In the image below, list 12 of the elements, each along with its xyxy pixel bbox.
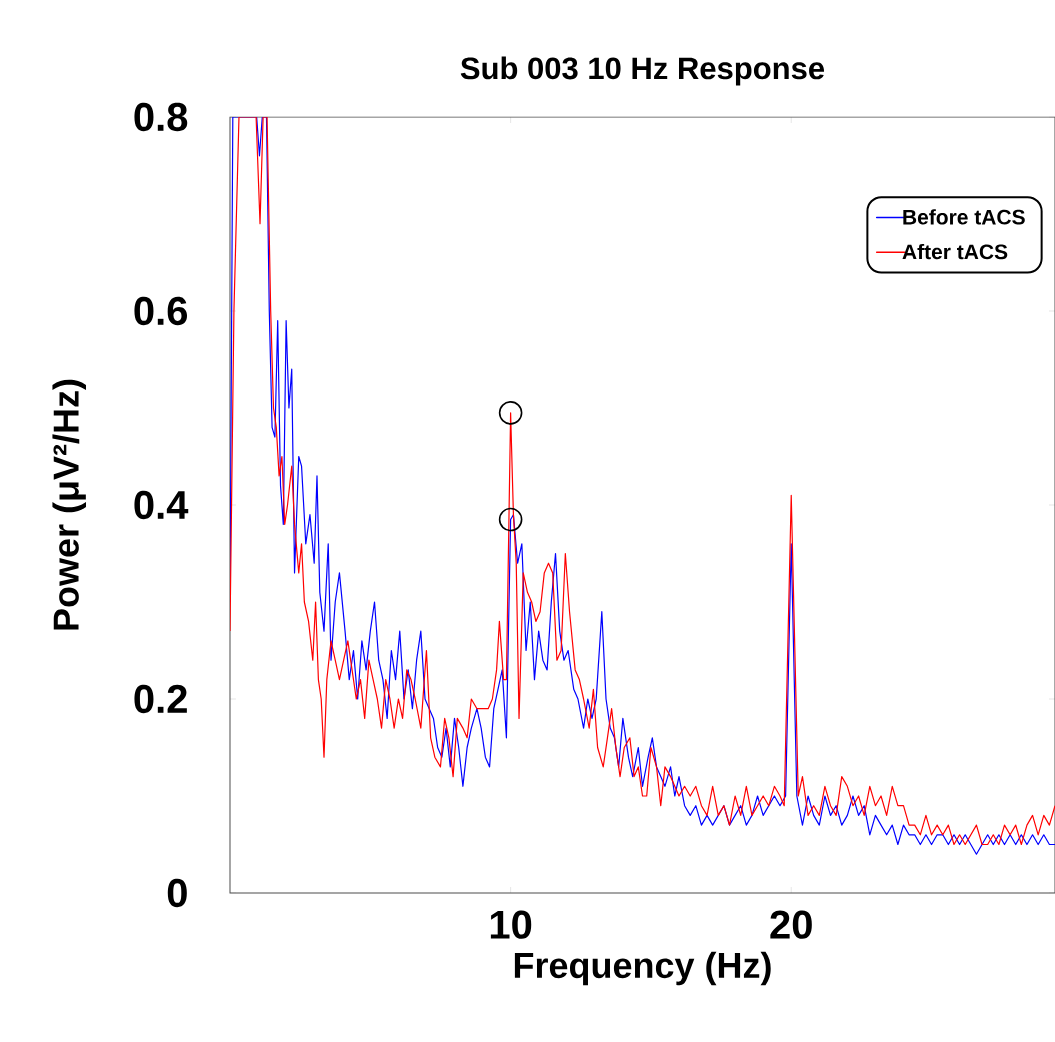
- y-axis-title: Power (μV²/Hz): [52, 379, 86, 630]
- x-tick-label: 20: [770, 910, 812, 939]
- legend-label: Before tACS: [903, 209, 1025, 225]
- x-axis-title: Frequency (Hz): [514, 951, 771, 986]
- chart-title: Sub 003 10 Hz Response: [460, 56, 825, 86]
- y-tick-label: 0.4: [134, 490, 189, 520]
- y-tick-label: 0.8: [134, 102, 188, 132]
- y-tick-label: 0: [167, 878, 187, 908]
- y-tick-label: 0.2: [134, 684, 187, 714]
- y-tick-label: 0.6: [134, 296, 188, 326]
- legend-label: After tACS: [902, 243, 1008, 260]
- x-tick-label: 10: [490, 910, 532, 939]
